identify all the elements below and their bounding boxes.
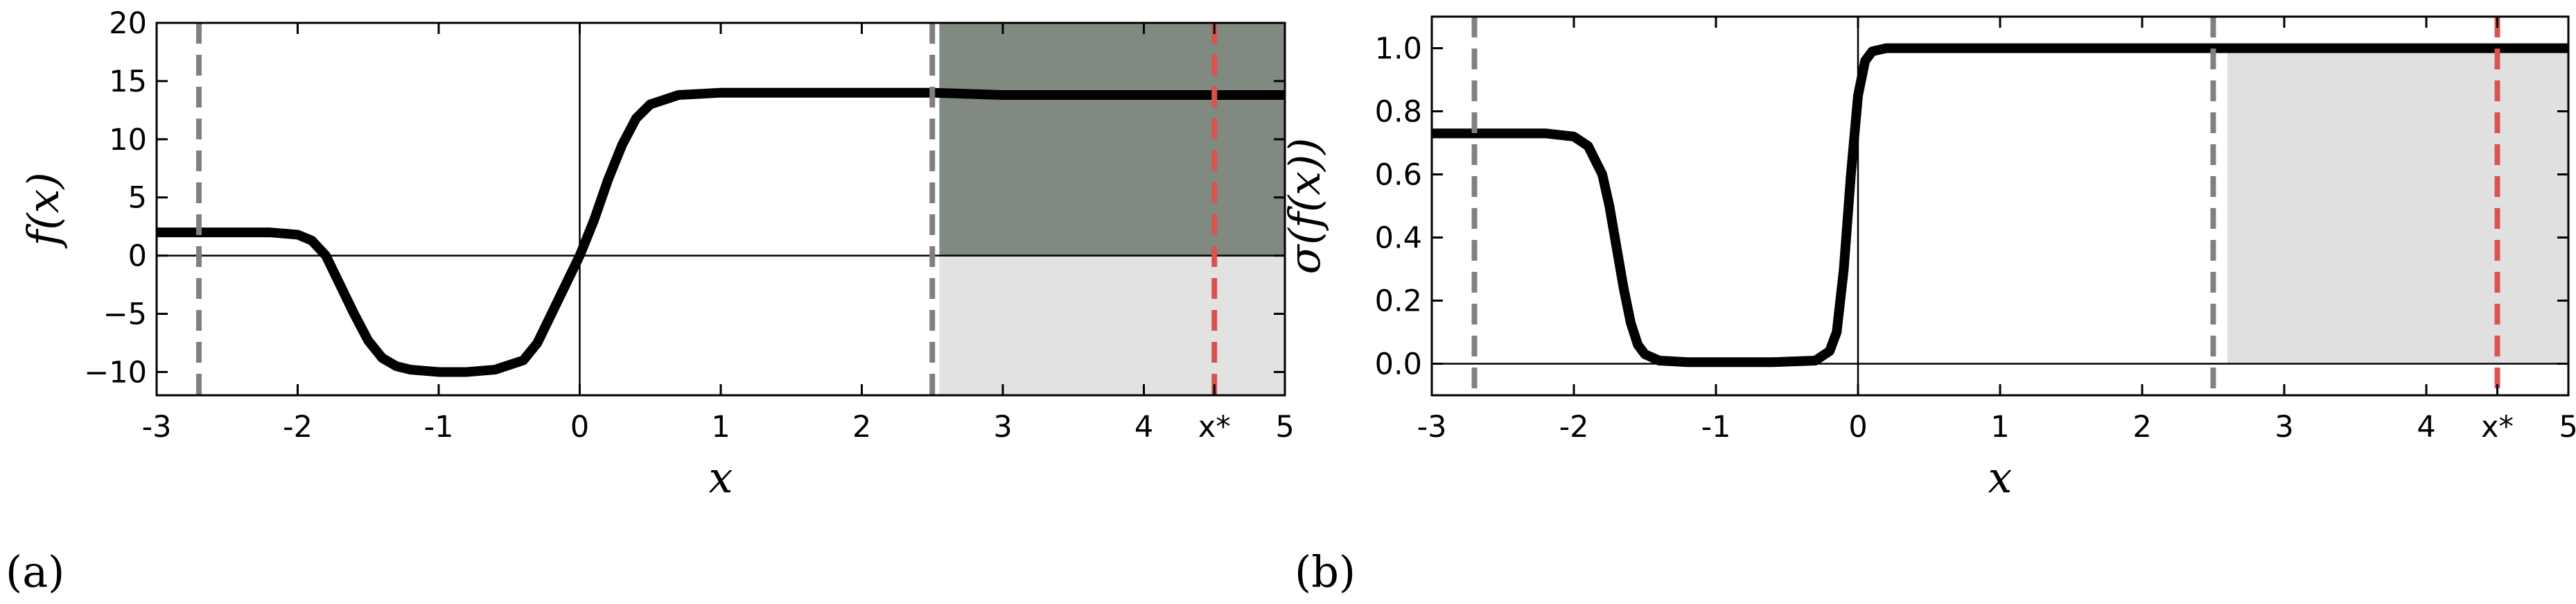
x-tick-label: -3	[1417, 410, 1447, 445]
scatter-cloud	[939, 23, 1285, 256]
y-tick-label: 1.0	[1375, 32, 1422, 67]
x-tick-label: 5	[2559, 410, 2576, 445]
x-tick-label: 4	[2417, 410, 2435, 445]
x-axis-label: x	[1988, 452, 2013, 503]
x-tick-label: 1	[1990, 410, 2009, 445]
y-tick-label: 0.8	[1375, 95, 1422, 130]
x-tick-label: 2	[852, 410, 871, 445]
y-tick-label: 0.4	[1375, 221, 1422, 256]
y-tick-label: 20	[109, 6, 147, 41]
x-tick-label: 2	[2132, 410, 2151, 445]
y-tick-label: 0	[128, 239, 147, 274]
x-tick-label: -2	[283, 410, 313, 445]
y-tick-label: 0.6	[1375, 158, 1422, 193]
panel-label: (a)	[6, 546, 64, 597]
x-tick-label: -1	[424, 410, 454, 445]
x-tick-label: 5	[1275, 410, 1294, 445]
scatter-cloud	[2227, 48, 2568, 364]
x-tick-label: -3	[142, 410, 172, 445]
y-tick-label: 10	[109, 123, 147, 157]
y-tick-label: −10	[84, 355, 147, 390]
curve	[1432, 43, 2568, 368]
x-tick-label: 3	[2275, 410, 2293, 445]
x-tick-label: 4	[1134, 410, 1153, 445]
y-tick-label: 5	[128, 181, 147, 216]
x-tick-label: x*	[2481, 410, 2514, 445]
y-tick-label: 0.2	[1375, 284, 1422, 319]
plot-area	[1432, 17, 2568, 395]
x-axis-label: x	[709, 452, 733, 503]
x-tick-label: 1	[711, 410, 730, 445]
plot-area	[157, 23, 1285, 395]
x-tick-label: 0	[1848, 410, 1867, 445]
panel-label: (b)	[1295, 546, 1356, 597]
y-tick-label: 15	[109, 64, 147, 99]
y-tick-label: 0.0	[1375, 347, 1422, 382]
y-axis-label: f(x)	[18, 172, 69, 248]
x-tick-label: -2	[1559, 410, 1589, 445]
scatter-cloud	[939, 255, 1285, 395]
curve	[157, 87, 1285, 377]
y-tick-label: −5	[103, 297, 147, 332]
x-tick-label: 0	[570, 410, 589, 445]
y-axis-label: σ(f(x))	[1279, 138, 1330, 275]
x-tick-label: -1	[1701, 410, 1731, 445]
x-tick-label: x*	[1198, 410, 1231, 445]
x-tick-label: 3	[993, 410, 1012, 445]
